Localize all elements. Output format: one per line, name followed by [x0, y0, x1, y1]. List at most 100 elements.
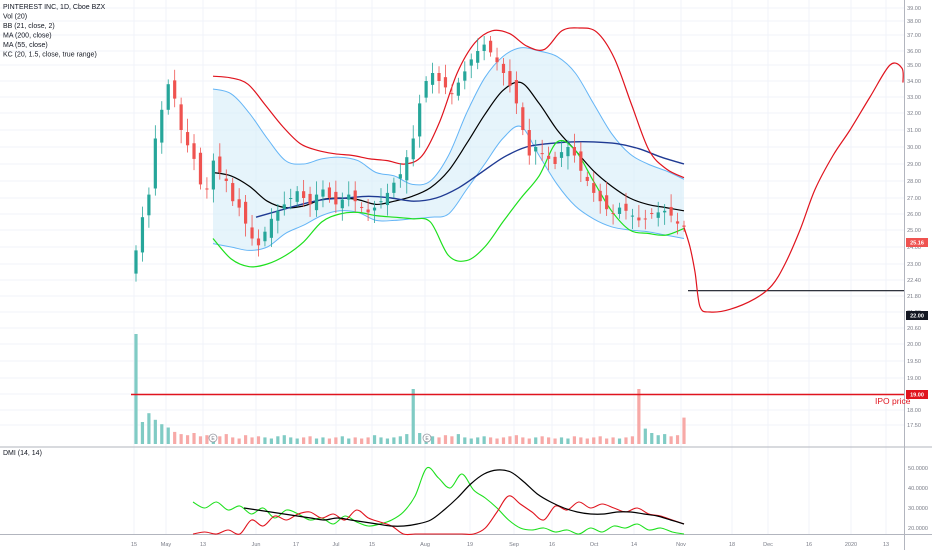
candle-body	[205, 188, 209, 190]
volume-bar	[553, 438, 557, 444]
candle	[295, 186, 299, 207]
ma55-line	[255, 140, 685, 218]
legend-indicator-kc[interactable]: KC (20, 1.5, close, true range)	[3, 52, 97, 59]
candle-body	[282, 204, 286, 209]
candle-body	[295, 191, 299, 202]
price-tag-ipo-bg	[906, 390, 928, 399]
volume-bar	[244, 435, 248, 444]
earnings-marker-circle	[422, 433, 432, 443]
candle-body	[617, 207, 622, 214]
candle-body	[392, 182, 396, 193]
volume-bar	[385, 438, 390, 444]
candle-body	[353, 190, 357, 202]
legend-indicator-ma200[interactable]: MA (200, close)	[3, 33, 52, 40]
candle	[495, 47, 499, 71]
candle	[424, 76, 428, 103]
candle	[611, 204, 615, 225]
volume-bar	[147, 413, 151, 444]
freehand-drawing[interactable]	[683, 62, 904, 313]
earnings-marker-1[interactable]: E	[208, 433, 218, 443]
volume-bar	[372, 435, 377, 444]
candle-body	[534, 147, 538, 152]
candle	[173, 69, 177, 108]
candle-body	[540, 153, 544, 155]
volume-bar	[579, 437, 583, 444]
volume-bar	[540, 436, 544, 444]
volume-bar	[430, 436, 435, 444]
volume-bar	[353, 437, 357, 444]
kc-upper-line	[212, 27, 685, 179]
volume-bar	[611, 437, 615, 444]
time-tick-label: Jul	[332, 542, 339, 548]
candle-body	[527, 130, 531, 156]
volume-bar	[637, 389, 641, 444]
time-tick-label: 2020	[845, 542, 857, 548]
candle-body	[669, 206, 673, 216]
forecast-drawing[interactable]	[683, 62, 904, 313]
candle	[237, 188, 241, 217]
price-tick-label: 28.00	[907, 179, 921, 185]
candle-body	[321, 189, 325, 197]
candle	[682, 220, 686, 232]
candle	[521, 102, 525, 136]
candle	[250, 214, 254, 246]
time-tick-label: 16	[806, 542, 812, 548]
volume-bar	[469, 438, 473, 444]
horizontal-levels[interactable]	[131, 290, 904, 396]
candle	[398, 162, 402, 188]
candle	[650, 208, 654, 219]
volume-bar	[302, 437, 306, 444]
legend-indicator-vol[interactable]: Vol (20)	[3, 14, 27, 21]
volume-bar	[192, 433, 196, 444]
dmi-minus-line	[192, 495, 685, 536]
candle	[353, 181, 357, 212]
candle-body	[398, 174, 402, 179]
price-tag-target-bg	[906, 311, 928, 320]
legend-symbol[interactable]: PINTEREST INC, 1D, Cboe BZX	[3, 4, 106, 11]
bollinger-band-fill	[213, 47, 684, 251]
price-tick-label: 26.00	[907, 212, 921, 218]
volume-bar	[398, 436, 402, 444]
volume-bar	[185, 435, 190, 444]
candle	[559, 140, 564, 168]
volume-bar	[321, 437, 325, 444]
candle	[321, 180, 325, 208]
candlesticks	[134, 35, 686, 282]
candle-body	[276, 210, 280, 221]
price-tag-last-bg	[906, 238, 928, 247]
price-tag-ipo: 19.00	[906, 390, 928, 399]
candle-body	[153, 138, 157, 189]
candle	[469, 53, 473, 79]
volume-bar	[598, 436, 602, 444]
candle	[514, 71, 518, 115]
candle	[463, 61, 467, 90]
candle-body	[682, 225, 686, 227]
legend-indicator-bb[interactable]: BB (21, close, 2)	[3, 23, 55, 30]
earnings-marker-letter: E	[211, 436, 215, 442]
volume-bar	[443, 435, 448, 444]
legend-indicator-ma55[interactable]: MA (55, close)	[3, 42, 48, 49]
ipo-price-label: IPO price	[875, 396, 911, 406]
volume-bar	[392, 437, 396, 444]
volume-bar	[521, 437, 525, 444]
candle	[592, 171, 596, 202]
candle	[501, 58, 506, 86]
candle-body	[508, 71, 512, 86]
volume-bar	[269, 438, 273, 444]
candle-body	[424, 81, 428, 98]
candle	[263, 226, 267, 247]
bb-lower-line	[212, 125, 685, 251]
candle-body	[605, 195, 609, 210]
volume-bar	[134, 334, 138, 444]
earnings-marker-2[interactable]: E	[422, 433, 432, 443]
volume-bar	[630, 436, 635, 444]
price-tick-label: 23.00	[907, 262, 921, 268]
price-tick-label: 20.00	[907, 342, 921, 348]
candle-body	[656, 212, 660, 218]
volume-bar	[205, 435, 209, 444]
candle	[166, 79, 170, 115]
candle-body	[224, 178, 228, 181]
candle-body	[469, 59, 473, 66]
candle-body	[411, 138, 415, 160]
dmi-legend-label[interactable]: DMI (14, 14)	[3, 450, 42, 457]
